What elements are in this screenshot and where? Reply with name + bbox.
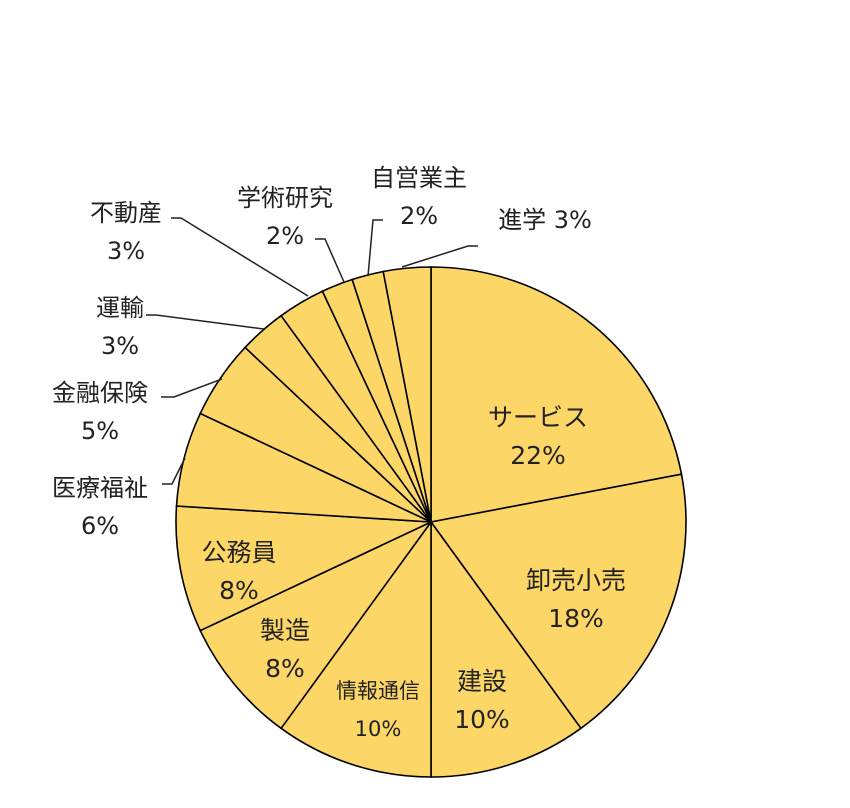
slice-percent-3: 10%	[454, 705, 510, 734]
slice-label-13: 進学 3%	[498, 206, 592, 234]
leader-line-12	[367, 219, 383, 277]
slice-percent-2: 18%	[548, 604, 604, 633]
pie-slice-6	[175, 505, 432, 632]
leader-line-13	[401, 245, 478, 268]
slice-percent-7: 6%	[81, 512, 119, 540]
pie-slice-13	[382, 266, 432, 523]
pie-slice-4	[279, 519, 432, 778]
leader-line-9	[146, 314, 265, 330]
slice-percent-4: 10%	[355, 717, 402, 741]
slice-label-9: 運輸	[96, 294, 144, 322]
slice-percent-5: 8%	[265, 654, 305, 683]
slice-label-10: 不動産	[90, 199, 162, 227]
leader-line-11	[315, 238, 345, 283]
slice-label-5: 製造	[260, 616, 310, 645]
slice-label-2: 卸売小売	[526, 566, 626, 595]
pie-slice-5	[199, 521, 432, 730]
slice-label-8: 金融保険	[52, 379, 148, 407]
pie-slice-1	[430, 266, 683, 523]
slice-percent-6: 8%	[219, 576, 259, 605]
pie-slices	[175, 266, 687, 778]
leader-line-7	[162, 457, 186, 485]
slice-label-3: 建設	[457, 667, 507, 696]
slice-percent-12: 2%	[400, 202, 438, 230]
pie-slice-3	[430, 519, 583, 778]
slice-percent-10: 3%	[107, 237, 145, 265]
slice-label-12: 自営業主	[371, 164, 467, 192]
slice-label-7: 医療福祉	[52, 474, 148, 502]
pie-slice-2	[429, 473, 687, 730]
leader-line-8	[161, 378, 223, 398]
pie-labels: サービス22%卸売小売18%建設10%情報通信10%製造8%公務員8%医療福祉6…	[52, 164, 626, 741]
slice-label-6: 公務員	[201, 538, 276, 567]
slice-label-1: サービス	[488, 403, 588, 432]
slice-percent-8: 5%	[81, 417, 119, 445]
slice-percent-9: 3%	[101, 332, 139, 360]
slice-percent-1: 22%	[510, 441, 566, 470]
leader-line-10	[171, 217, 309, 297]
slice-label-11: 学術研究	[237, 184, 333, 212]
slice-percent-11: 2%	[266, 222, 304, 250]
slice-label-4: 情報通信	[336, 679, 420, 703]
